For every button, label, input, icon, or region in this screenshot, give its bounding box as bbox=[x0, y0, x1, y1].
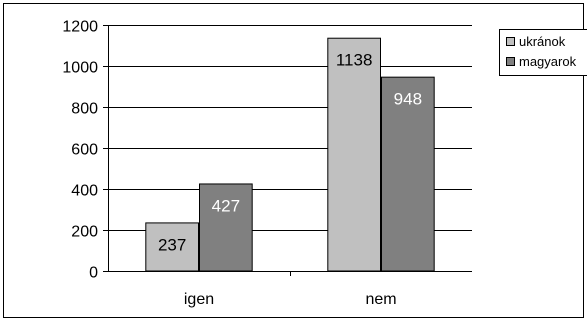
legend-swatch bbox=[507, 38, 515, 46]
y-tick-label: 200 bbox=[71, 224, 98, 241]
x-tick-label: nem bbox=[365, 291, 396, 308]
y-tick-label: 1200 bbox=[62, 19, 98, 36]
data-label: 237 bbox=[158, 235, 186, 254]
data-label: 1138 bbox=[336, 51, 373, 70]
legend-label: magyarok bbox=[519, 54, 577, 69]
y-tick-label: 0 bbox=[89, 265, 98, 282]
data-label: 948 bbox=[394, 90, 422, 109]
data-label: 427 bbox=[212, 196, 240, 215]
x-tick-label: igen bbox=[184, 291, 214, 308]
y-tick-label: 600 bbox=[71, 142, 98, 159]
legend-swatch bbox=[507, 58, 515, 66]
y-tick-label: 400 bbox=[71, 183, 98, 200]
legend-label: ukránok bbox=[519, 34, 566, 49]
y-tick-label: 800 bbox=[71, 101, 98, 118]
bar-0-1 bbox=[328, 38, 381, 271]
y-tick-label: 1000 bbox=[62, 60, 98, 77]
legend: ukránok magyarok bbox=[500, 30, 587, 76]
